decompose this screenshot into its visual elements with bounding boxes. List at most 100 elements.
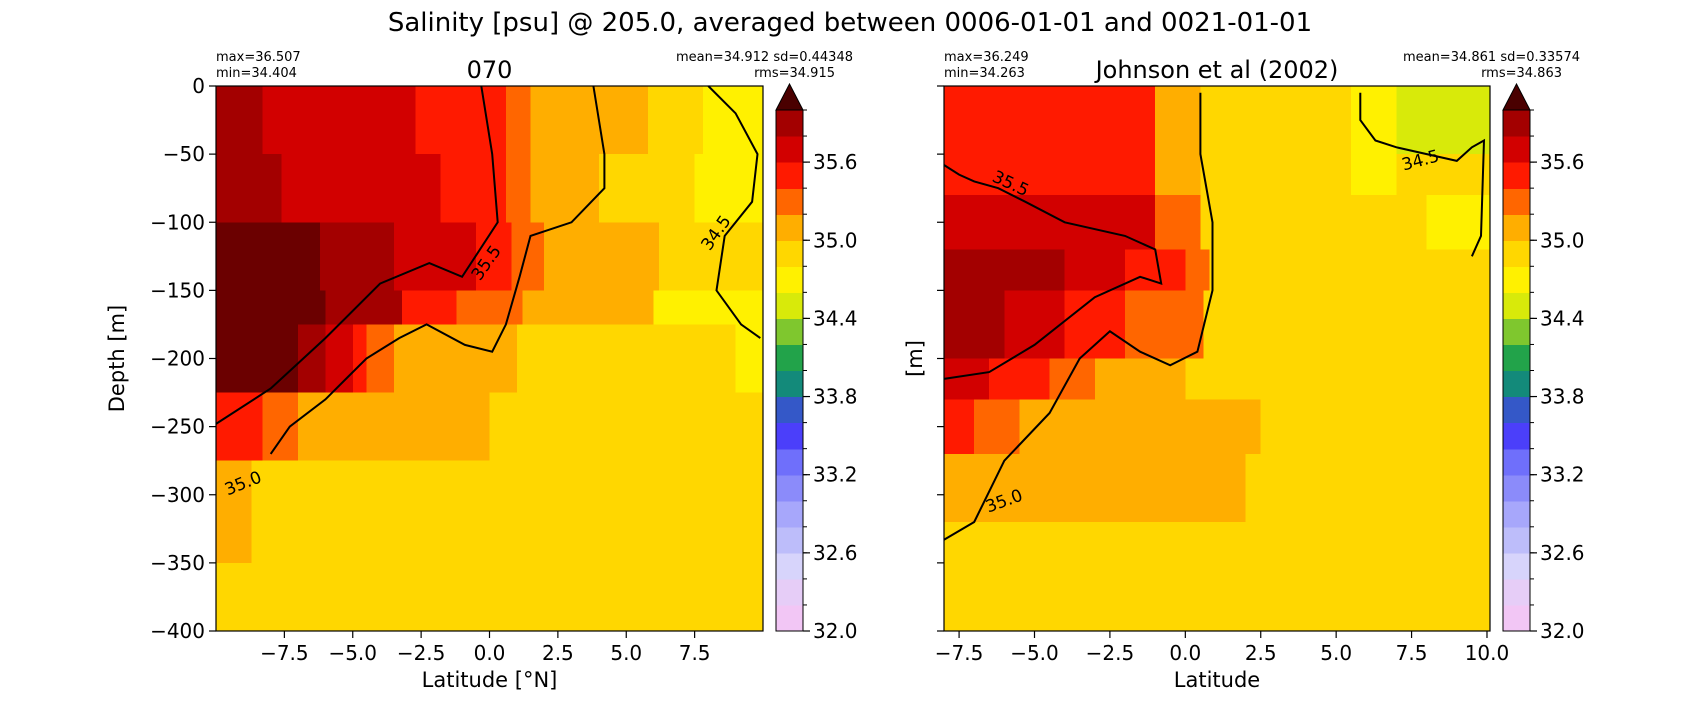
heatmap-cell [1366, 195, 1428, 251]
stat-min: min=34.404 [216, 66, 297, 81]
heatmap-cell [456, 290, 523, 326]
x-tick-label: −5.0 [328, 641, 377, 665]
y-tick-label: −200 [150, 347, 205, 371]
colorbar-swatch [776, 292, 803, 319]
colorbar-tick-label: 35.6 [1540, 150, 1585, 174]
colorbar-swatch [1503, 422, 1530, 450]
colorbar-swatch [776, 214, 803, 241]
colorbar-tick-label: 33.8 [813, 385, 858, 409]
colorbar-swatch [776, 526, 803, 554]
heatmap-cell [1200, 195, 1367, 251]
colorbar-swatch [776, 474, 803, 502]
heatmap-cell [530, 154, 600, 223]
colorbar-swatch [1503, 318, 1530, 346]
heatmap-cell [319, 222, 395, 291]
colorbar-tick-label: 32.0 [813, 619, 858, 643]
x-tick-label: −2.5 [1086, 641, 1135, 665]
colorbar-swatch [1503, 136, 1530, 163]
colorbar-swatch [1503, 526, 1530, 554]
heatmap-cell [352, 324, 368, 394]
colorbar-swatch [776, 162, 803, 189]
y-tick-label: −250 [150, 415, 205, 439]
heatmap-cell [1155, 86, 1202, 196]
colorbar-swatch [1503, 344, 1530, 372]
colorbar-swatch [776, 448, 803, 476]
x-tick-label: −2.5 [397, 641, 446, 665]
colorbar-swatch [1503, 162, 1530, 189]
heatmap-cell [944, 195, 1036, 251]
colorbar-swatch [1503, 448, 1530, 476]
heatmap-cell [1260, 399, 1491, 455]
colorbar: 35.6 35.0 34.4 33.8 33.2 32.6 32.0 [1502, 82, 1585, 643]
heatmap-cell [1203, 290, 1491, 360]
contour-line [269, 85, 606, 455]
x-tick-label: 0.0 [474, 641, 506, 665]
y-tick-label: 0 [192, 74, 205, 98]
heatmap-cell [298, 392, 491, 462]
y-tick-label: −50 [163, 142, 205, 166]
heatmap-cell [944, 86, 1036, 196]
colorbar-tick-label: 32.6 [1540, 541, 1585, 565]
colorbar-swatch [1503, 578, 1530, 606]
heatmap-cell [1200, 86, 1352, 196]
heatmap-cell [281, 154, 441, 223]
x-axis-label: Latitude [1174, 668, 1260, 692]
colorbar-tick-label: 35.0 [1540, 228, 1585, 252]
heatmap-cell [735, 324, 764, 394]
contour-line [943, 164, 1163, 380]
y-tick-label: −400 [150, 619, 205, 643]
colorbar-swatch [776, 552, 803, 580]
colorbar-swatch [776, 578, 803, 606]
heatmap-cell [598, 154, 696, 223]
y-axis-label: [m] [903, 340, 927, 377]
heatmap-cell [216, 290, 326, 326]
x-tick-label: 0.0 [1169, 641, 1201, 665]
colorbar-swatch [776, 344, 803, 372]
heatmap-cell [1064, 290, 1126, 360]
stat-max: max=36.249 [944, 50, 1029, 65]
x-tick-label: 10.0 [1465, 641, 1510, 665]
colorbar-swatch [776, 188, 803, 215]
colorbar-swatch [776, 266, 803, 293]
heatmap-field [216, 86, 764, 632]
heatmap-cell [944, 249, 1066, 291]
colorbar-swatch [776, 318, 803, 346]
heatmap-field [944, 86, 1491, 632]
heatmap-cell [262, 392, 299, 462]
x-tick-label: 5.0 [610, 641, 642, 665]
y-tick-label: −300 [150, 483, 205, 507]
heatmap-cell [530, 86, 649, 155]
x-axis-label: Latitude [°N] [422, 668, 558, 692]
x-tick-label: 7.5 [679, 641, 711, 665]
colorbar-swatch [1503, 188, 1530, 215]
heatmap-cell [944, 358, 990, 400]
heatmap-cell [1034, 86, 1156, 196]
heatmap-cell [325, 324, 354, 394]
heatmap-cell [251, 460, 764, 564]
figure-title: Salinity [psu] @ 205.0, averaged between… [387, 8, 1313, 38]
colorbar-swatch [1503, 474, 1530, 502]
colorbar-swatch [1503, 110, 1530, 137]
heatmap-cell [1064, 399, 1262, 455]
contour-line [943, 92, 1214, 541]
heatmap-cell [1004, 290, 1066, 360]
heatmap-cell [1185, 249, 1211, 291]
heatmap-cell [216, 562, 764, 632]
stat-mean-sd: mean=34.912 sd=0.44348 [676, 50, 853, 65]
heatmap-cell [659, 222, 764, 291]
colorbar-tick-label: 34.4 [813, 306, 858, 330]
chart-panel-1: 35.535.034.5−7.5 −5.0 −2.5 0.0 2.5 5.0 7.50−50… [105, 50, 858, 692]
y-tick-label: −100 [150, 210, 205, 234]
colorbar-tick-label: 34.4 [1540, 306, 1585, 330]
colorbar-tick-label: 32.6 [813, 541, 858, 565]
heatmap-cell [393, 324, 518, 394]
colorbar-tick-label: 33.2 [813, 463, 858, 487]
y-axis-label: Depth [m] [105, 305, 129, 412]
heatmap-cell [216, 86, 264, 155]
heatmap-cell [401, 290, 458, 326]
colorbar-tick-label: 32.0 [1540, 619, 1585, 643]
colorbar-swatch [1503, 604, 1530, 632]
heatmap-cell [216, 222, 321, 291]
heatmap-cell [325, 290, 403, 326]
heatmap-cell [1396, 86, 1491, 155]
